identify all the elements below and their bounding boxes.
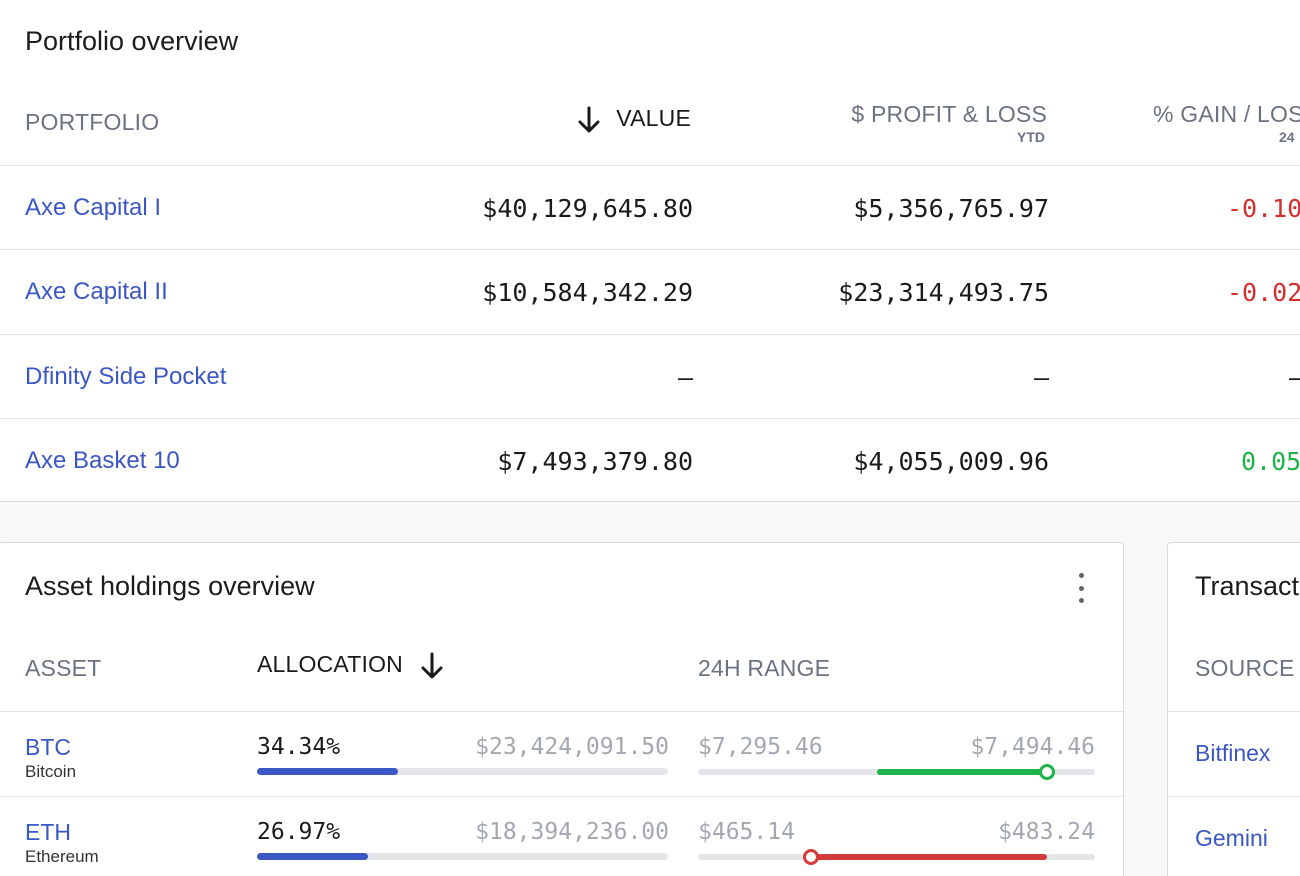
allocation-percent: 26.97% [257, 819, 341, 845]
portfolio-gain: -0.02% [1227, 278, 1300, 307]
asset-name: Ethereum [25, 847, 99, 866]
transactions-title: Transactions [1195, 571, 1300, 601]
column-header-source-label: SOURCE [1195, 655, 1295, 681]
table-row[interactable]: Bitfinex [1168, 711, 1300, 796]
range-high: $483.24 [998, 819, 1095, 845]
allocation-bar-fill [257, 853, 368, 860]
allocation-bar [257, 768, 668, 775]
allocation-amount: $23,424,091.50 [475, 734, 669, 760]
allocation-bar [257, 853, 668, 860]
asset-name: Bitcoin [25, 762, 77, 781]
asset-symbol-link[interactable]: ETH [25, 819, 71, 845]
range-bar [698, 764, 1095, 780]
allocation-bar-fill [257, 768, 399, 775]
table-row[interactable]: Gemini [1168, 796, 1300, 876]
table-row[interactable]: ETH Ethereum 26.97% $18,394,236.00 $465.… [0, 796, 1123, 876]
table-row[interactable]: Axe Capital I $40,129,645.80 $5,356,765.… [0, 165, 1300, 250]
kebab-dot [1078, 598, 1084, 603]
column-header-allocation[interactable]: ALLOCATION [257, 651, 445, 681]
range-high: $7,494.46 [970, 734, 1095, 760]
kebab-dot [1078, 585, 1084, 591]
transactions-card: Transactions SOURCE Bitfinex Gemini [1167, 542, 1300, 876]
portfolio-value: $10,584,342.29 [482, 278, 693, 307]
allocation-amount: $18,394,236.00 [475, 819, 669, 845]
column-header-24h-range[interactable]: 24H RANGE [698, 655, 830, 682]
column-header-asset[interactable]: ASSET [25, 655, 101, 682]
portfolio-value: $40,129,645.80 [482, 194, 693, 223]
table-row[interactable]: BTC Bitcoin 34.34% $23,424,091.50 $7,295… [0, 711, 1123, 796]
transaction-source-link[interactable]: Gemini [1195, 825, 1268, 851]
column-header-24h-range-label: 24H RANGE [698, 655, 831, 681]
portfolio-link[interactable]: Axe Capital I [25, 194, 162, 221]
column-header-asset-label: ASSET [25, 655, 102, 681]
portfolio-gain: -0.10% [1227, 194, 1300, 223]
range-marker [803, 849, 820, 865]
column-header-gain-loss-label: % GAIN / LOSS [1153, 101, 1300, 127]
asset-holdings-card: Asset holdings overview ASSET ALLOCATION… [0, 542, 1124, 876]
table-row[interactable]: Dfinity Side Pocket – – – [0, 334, 1300, 419]
allocation-percent: 34.34% [257, 734, 341, 760]
range-low: $465.14 [698, 819, 795, 845]
column-header-profit-loss[interactable]: $ PROFIT & LOSS [851, 101, 1047, 128]
range-bar-segment [811, 854, 1048, 860]
portfolio-profit-loss: $4,055,009.96 [853, 447, 1049, 476]
table-row[interactable]: Axe Basket 10 $7,493,379.80 $4,055,009.9… [0, 418, 1300, 501]
column-header-value-label: VALUE [616, 105, 691, 132]
portfolio-title: Portfolio overview [25, 26, 239, 56]
range-bar-segment [876, 769, 1048, 775]
table-row[interactable]: Axe Capital II $10,584,342.29 $23,314,49… [0, 249, 1300, 334]
column-header-portfolio[interactable]: PORTFOLIO [25, 109, 159, 136]
column-subheader-period: 24 [1279, 129, 1295, 145]
portfolio-link[interactable]: Axe Capital II [25, 278, 168, 305]
column-header-source[interactable]: SOURCE [1195, 655, 1295, 682]
kebab-menu-icon[interactable] [1075, 573, 1087, 603]
range-marker [1039, 764, 1056, 780]
kebab-dot [1078, 573, 1084, 578]
range-low: $7,295.46 [698, 734, 823, 760]
portfolio-gain: – [1289, 363, 1300, 392]
portfolio-overview-card: Portfolio overview PORTFOLIO VALUE $ PRO… [0, 0, 1300, 502]
arrow-down-icon [421, 652, 443, 679]
column-header-profit-loss-label: $ PROFIT & LOSS [851, 101, 1047, 127]
portfolio-value: – [677, 363, 693, 392]
portfolio-profit-loss: $23,314,493.75 [838, 278, 1049, 307]
portfolio-link[interactable]: Dfinity Side Pocket [25, 363, 227, 390]
arrow-down-icon [578, 106, 600, 133]
portfolio-value: $7,493,379.80 [497, 447, 693, 476]
column-header-gain-loss[interactable]: % GAIN / LOSS [1153, 101, 1300, 128]
asset-symbol-link[interactable]: BTC [25, 734, 71, 760]
column-header-portfolio-label: PORTFOLIO [25, 109, 160, 135]
transaction-source-link[interactable]: Bitfinex [1195, 740, 1271, 766]
column-header-value[interactable]: VALUE [576, 105, 691, 135]
portfolio-profit-loss: – [1033, 363, 1049, 392]
portfolio-link[interactable]: Axe Basket 10 [25, 447, 180, 474]
column-header-allocation-label: ALLOCATION [257, 651, 403, 678]
portfolio-gain: 0.05% [1241, 447, 1300, 476]
portfolio-profit-loss: $5,356,765.97 [853, 194, 1049, 223]
range-bar [698, 849, 1095, 865]
column-subheader-ytd: YTD [1017, 129, 1045, 145]
asset-holdings-title: Asset holdings overview [25, 571, 315, 601]
